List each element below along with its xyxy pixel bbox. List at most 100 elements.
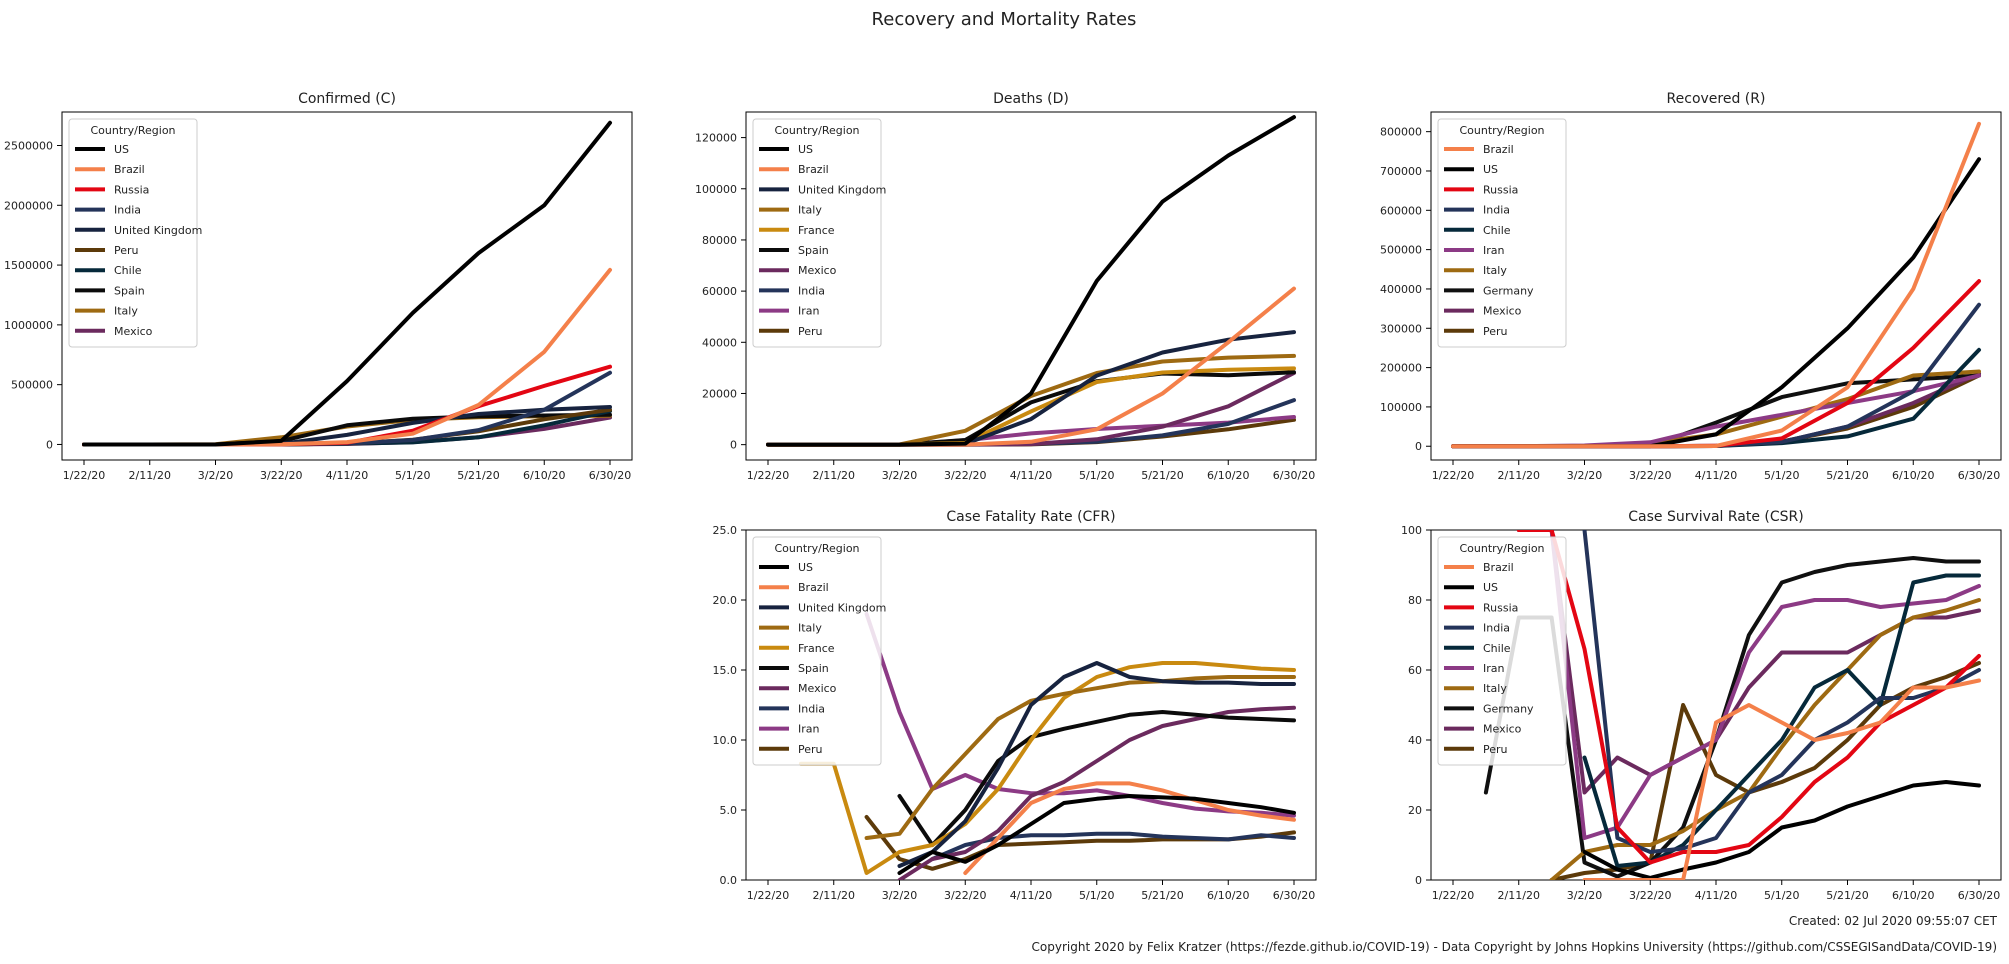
- y-tick-label: 0: [730, 439, 737, 452]
- y-tick-label: 100000: [695, 183, 737, 196]
- legend-entry: India: [798, 702, 825, 715]
- legend-entry: Peru: [1483, 743, 1508, 756]
- y-tick-label: 60: [1408, 664, 1422, 677]
- legend-title: Country/Region: [1459, 124, 1544, 137]
- series-line-brazil: [963, 781, 1296, 875]
- x-tick-label: 3/22/20: [944, 889, 986, 902]
- series-group: [1451, 121, 1981, 449]
- y-tick-label: 100: [1401, 524, 1422, 537]
- x-tick-label: 1/22/20: [1432, 889, 1474, 902]
- series-line-germany: [1483, 556, 1981, 879]
- x-tick-label: 6/30/20: [1958, 889, 2000, 902]
- x-tick-label: 4/11/20: [326, 469, 368, 482]
- series-group: [1483, 530, 1981, 880]
- y-tick-label: 0: [1415, 874, 1422, 887]
- x-tick-label: 3/22/20: [260, 469, 302, 482]
- y-tick-label: 300000: [1380, 322, 1422, 335]
- y-tick-label: 25.0: [713, 524, 738, 537]
- legend-entry: Spain: [114, 284, 145, 297]
- x-tick-label: 5/21/20: [1141, 889, 1183, 902]
- y-tick-label: 0: [46, 438, 53, 451]
- y-tick-label: 20.0: [713, 594, 738, 607]
- legend-entry: Iran: [1483, 244, 1505, 257]
- x-tick-label: 3/2/20: [1567, 469, 1602, 482]
- legend-entry: Italy: [1483, 264, 1507, 277]
- x-tick-label: 5/21/20: [1826, 889, 1868, 902]
- legend-entry: United Kingdom: [798, 601, 886, 614]
- chart-cfr: Case Fatality Rate (CFR) 0.0 5.0 10.0 15.0 20…: [713, 509, 1317, 902]
- chart-recovered: Recovered (R) 0 100000 200000 300000 400000 50…: [1380, 91, 2002, 482]
- series-line-italy: [1549, 598, 1981, 880]
- legend-entry: Peru: [798, 325, 823, 338]
- x-tick-label: 4/11/20: [1695, 469, 1737, 482]
- legend-entry: Russia: [1483, 183, 1518, 196]
- x-tick-label: 3/2/20: [1567, 889, 1602, 902]
- chart-confirmed: Confirmed (C) 0 500000 1000000 1500000 200000…: [4, 91, 633, 482]
- legend-entry: India: [1483, 622, 1510, 635]
- y-tick-label: 0: [1415, 440, 1422, 453]
- legend-entry: Iran: [1483, 662, 1505, 675]
- x-tick-label: 6/30/20: [589, 469, 631, 482]
- legend-entry: United Kingdom: [114, 224, 202, 237]
- y-tick-label: 500000: [11, 379, 53, 392]
- legend-title: Country/Region: [774, 542, 859, 555]
- x-tick-label: 4/11/20: [1010, 889, 1052, 902]
- x-tick-label: 1/22/20: [1432, 469, 1474, 482]
- x-tick-label: 5/1/20: [395, 469, 430, 482]
- legend-entry: Germany: [1483, 284, 1534, 297]
- legend-entry: US: [798, 143, 813, 156]
- legend: Country/Region US Brazil Russia India United …: [68, 118, 202, 348]
- x-tick-label: 5/1/20: [1079, 469, 1114, 482]
- legend-entry: Chile: [1483, 224, 1511, 237]
- x-tick-label: 5/1/20: [1079, 889, 1114, 902]
- chart-csr: Case Survival Rate (CSR) 0 20 40 60 80 100 1/22…: [1401, 509, 2002, 902]
- x-tick-label: 4/11/20: [1010, 469, 1052, 482]
- x-tick-label: 5/1/20: [1764, 469, 1799, 482]
- x-tick-label: 6/30/20: [1958, 469, 2000, 482]
- chart-title: Confirmed (C): [298, 91, 396, 107]
- y-tick-label: 5.0: [720, 804, 738, 817]
- x-tick-label: 4/11/20: [1695, 889, 1737, 902]
- figure-title: Recovery and Mortality Rates: [872, 9, 1137, 30]
- series-line-mexico: [897, 705, 1296, 880]
- x-tick-label: 1/22/20: [747, 469, 789, 482]
- legend-entry: Brazil: [798, 163, 829, 176]
- legend-entry: US: [1483, 581, 1498, 594]
- legend: Country/Region Brazil US Russia India Chile Ir…: [1437, 118, 1567, 348]
- chart-title: Case Fatality Rate (CFR): [946, 509, 1115, 525]
- x-tick-label: 3/2/20: [198, 469, 233, 482]
- series-line-united-kingdom: [897, 661, 1296, 868]
- x-tick-label: 6/10/20: [1892, 889, 1934, 902]
- legend-entry: Spain: [798, 662, 829, 675]
- y-tick-label: 40000: [702, 336, 737, 349]
- x-tick-label: 6/10/20: [1207, 889, 1249, 902]
- y-tick-label: 80: [1408, 594, 1422, 607]
- x-tick-label: 6/10/20: [1892, 469, 1934, 482]
- x-tick-label: 6/30/20: [1273, 469, 1315, 482]
- y-tick-label: 1000000: [4, 319, 53, 332]
- x-tick-label: 5/21/20: [1826, 469, 1868, 482]
- x-tick-label: 2/11/20: [813, 469, 855, 482]
- legend-entry: Chile: [114, 264, 142, 277]
- y-tick-label: 20000: [702, 387, 737, 400]
- y-tick-label: 700000: [1380, 165, 1422, 178]
- legend-entry: Chile: [1483, 642, 1511, 655]
- series-group: [766, 115, 1296, 447]
- legend-entry: Germany: [1483, 702, 1534, 715]
- x-tick-label: 2/11/20: [813, 889, 855, 902]
- series-line-iran: [1516, 530, 1981, 840]
- chart-deaths: Deaths (D) 0 20000 40000 60000 80000 100000 120…: [695, 91, 1317, 482]
- x-tick-label: 1/22/20: [63, 469, 105, 482]
- legend-title: Country/Region: [90, 124, 175, 137]
- x-tick-label: 6/10/20: [1207, 469, 1249, 482]
- legend-entry: Brazil: [114, 163, 145, 176]
- y-tick-label: 15.0: [713, 664, 738, 677]
- legend-entry: Spain: [798, 244, 829, 257]
- y-tick-label: 200000: [1380, 362, 1422, 375]
- series-line-india: [1582, 530, 1981, 854]
- y-tick-label: 500000: [1380, 244, 1422, 257]
- y-tick-label: 0.0: [720, 874, 738, 887]
- chart-title: Recovered (R): [1667, 91, 1766, 107]
- legend-entry: US: [114, 143, 129, 156]
- legend-entry: Italy: [1483, 682, 1507, 695]
